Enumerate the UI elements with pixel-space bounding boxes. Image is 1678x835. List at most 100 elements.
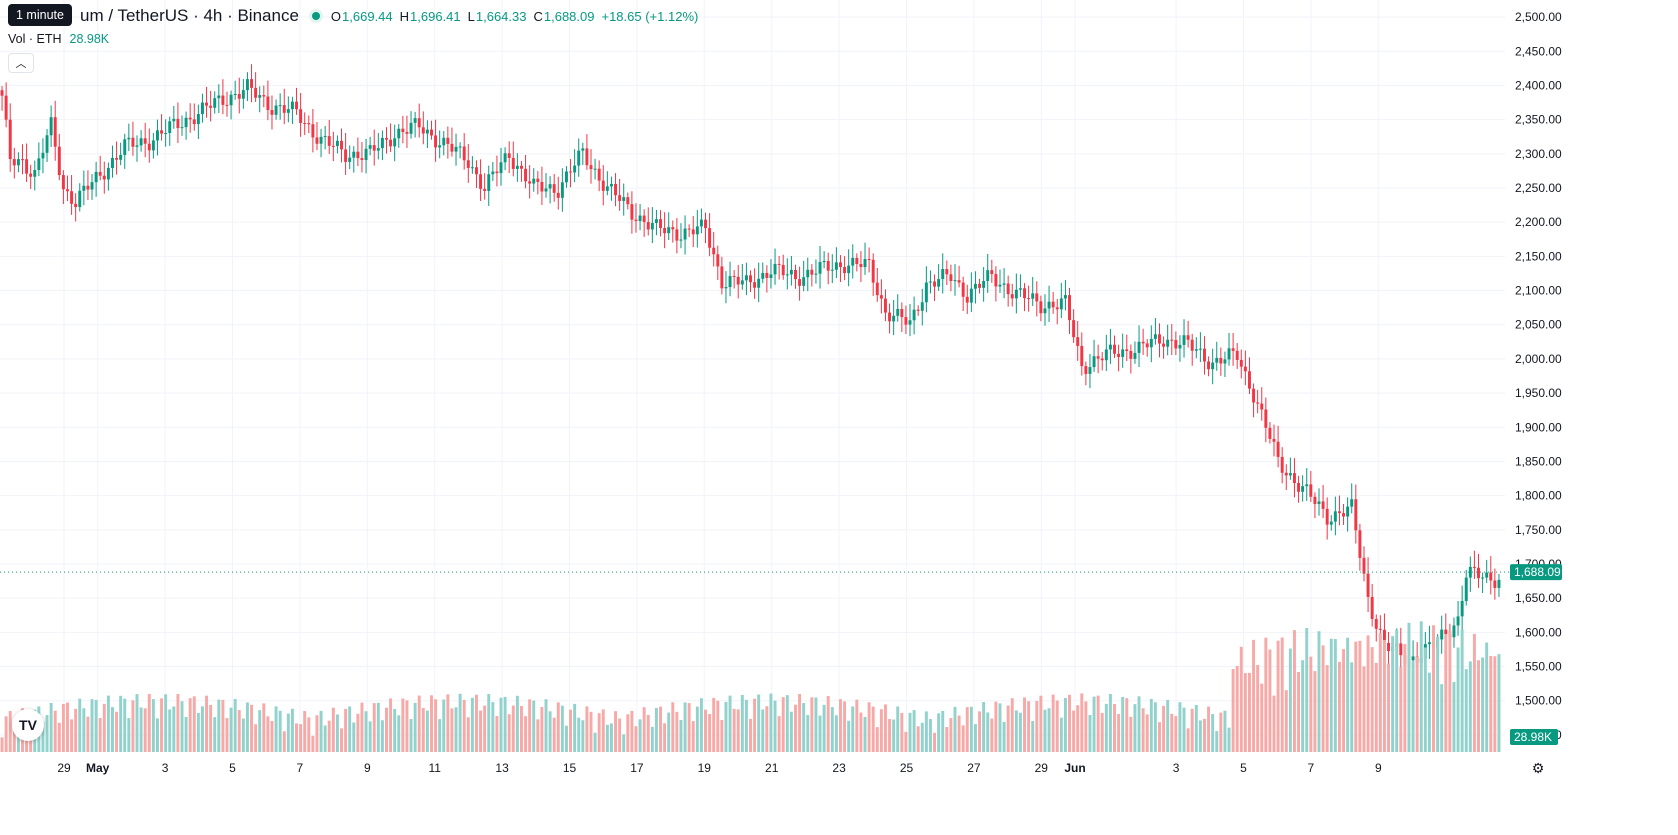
candle-body <box>871 259 875 283</box>
volume-bar <box>1125 698 1129 752</box>
volume-bar <box>1231 669 1235 752</box>
candle-body <box>1223 359 1227 364</box>
x-tick-label: 7 <box>297 761 304 775</box>
candle-body <box>753 282 757 288</box>
candle-body <box>450 143 454 152</box>
volume-bar <box>789 711 793 752</box>
candle-body <box>94 171 98 183</box>
candle-body <box>1113 344 1116 354</box>
volume-legend[interactable]: Vol · ETH 28.98K <box>8 32 109 46</box>
volume-bar <box>609 723 613 752</box>
candle-body <box>957 280 961 283</box>
candle-body <box>994 274 998 287</box>
candle-body <box>12 159 16 166</box>
volume-bar <box>176 694 180 752</box>
candle-body <box>241 90 245 99</box>
candle-body <box>1440 629 1444 640</box>
volume-bar <box>757 694 761 752</box>
candle-body <box>773 263 777 275</box>
volume-bar <box>8 710 12 752</box>
volume-bar <box>941 710 945 752</box>
volume-bar <box>1423 647 1427 752</box>
volume-bar <box>540 706 544 752</box>
volume-bar <box>430 695 433 752</box>
candle-body <box>21 159 24 161</box>
volume-bar <box>577 717 581 752</box>
volume-bar <box>41 721 45 752</box>
volume-bar <box>1387 663 1390 752</box>
candle-body <box>380 137 384 149</box>
volume-bar <box>1452 681 1456 752</box>
ohlc-open: O1,669.44 <box>330 8 393 24</box>
candle-body <box>1268 427 1272 439</box>
volume-bar <box>1350 662 1354 752</box>
candle-body <box>250 79 254 88</box>
market-status-icon[interactable] <box>308 9 323 23</box>
volume-bar <box>417 695 421 752</box>
volume-bar <box>1207 706 1211 752</box>
x-tick-label: 23 <box>832 761 846 775</box>
candle-body <box>982 280 986 288</box>
candle-body <box>376 148 380 151</box>
volume-bar <box>1382 640 1386 752</box>
volume-bar <box>994 701 998 752</box>
volume-bar <box>871 706 875 752</box>
volume-bar <box>560 705 564 752</box>
volume-bar <box>1260 683 1264 752</box>
volume-bar <box>736 709 740 752</box>
candle-body <box>528 181 532 184</box>
candle-body <box>454 146 458 152</box>
symbol-title[interactable]: um / TetherUS · 4h · Binance <box>80 6 299 25</box>
volume-bar <box>1117 713 1121 752</box>
candle-body <box>1427 642 1431 645</box>
candle-body <box>1014 289 1018 299</box>
volume-bar <box>1219 712 1223 752</box>
volume-bar <box>213 717 217 752</box>
volume-bar <box>851 706 855 752</box>
volume-bar <box>1366 635 1370 752</box>
volume-bar <box>438 719 442 752</box>
volume-bar <box>556 702 560 752</box>
volume-bar <box>1272 695 1276 752</box>
gear-icon[interactable]: ⚙ <box>1531 759 1545 776</box>
candle-body <box>37 158 41 171</box>
candle-body <box>511 157 515 169</box>
tradingview-logo-icon[interactable]: TV <box>12 709 44 741</box>
x-tick-label: 9 <box>1375 761 1382 775</box>
volume-bar <box>949 718 953 752</box>
y-tick-label: 2,500.00 <box>1515 10 1562 24</box>
candle-body <box>679 239 683 241</box>
candle-body <box>663 227 667 234</box>
volume-bar <box>924 711 928 752</box>
candle-body <box>1272 438 1276 442</box>
volume-bar <box>1051 694 1055 752</box>
candle-body <box>1444 629 1448 635</box>
candle-body <box>1276 441 1280 457</box>
volume-bar <box>973 724 977 752</box>
candle-body <box>916 309 920 311</box>
volume-bar <box>1378 633 1382 752</box>
candle-body <box>671 227 675 230</box>
volume-bar <box>1440 684 1444 752</box>
volume-bar <box>205 695 209 752</box>
y-tick-label: 1,750.00 <box>1515 523 1562 537</box>
volume-bar <box>1059 717 1063 752</box>
chevron-up-icon[interactable]: ︿ <box>8 53 34 73</box>
candle-body <box>859 264 863 268</box>
x-tick-label: May <box>86 761 110 775</box>
candle-body <box>430 129 433 136</box>
volume-bar <box>654 707 658 752</box>
candle-body <box>29 173 33 177</box>
candle-body <box>307 123 311 125</box>
volume-bar <box>74 708 78 752</box>
volume-bar <box>1182 707 1186 752</box>
candle-body <box>855 257 859 265</box>
volume-bar <box>581 720 585 752</box>
candle-body <box>172 118 176 122</box>
candle-body <box>1370 596 1374 619</box>
volume-bar <box>241 718 245 752</box>
volume-bar <box>1100 712 1104 752</box>
candle-body <box>98 171 102 176</box>
volume-bar <box>127 718 131 752</box>
